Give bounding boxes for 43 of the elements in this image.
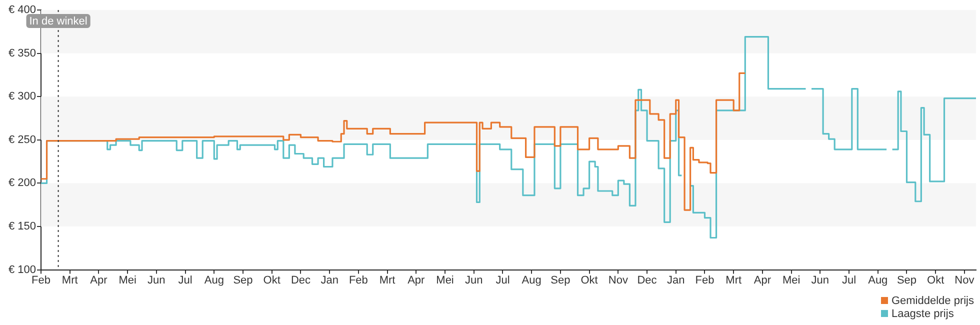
y-tick-label: € 300: [8, 90, 36, 103]
legend-label: Laagste prijs: [891, 308, 954, 320]
x-tick-label: Apr: [90, 274, 108, 286]
x-tick-label: Sep: [550, 274, 570, 286]
x-tick-label: Mei: [118, 274, 136, 286]
x-tick-label: Sep: [896, 274, 917, 286]
y-tick-label: € 150: [8, 220, 36, 233]
x-tick-label: Mei: [436, 274, 454, 286]
x-tick-label: Feb: [348, 274, 368, 286]
x-tick-label: Jul: [842, 274, 856, 286]
x-tick-label: Okt: [927, 274, 944, 286]
x-tick-label: Mrt: [62, 274, 78, 286]
x-tick-label: Aug: [868, 274, 888, 286]
x-tick-label: Apr: [754, 274, 772, 286]
y-tick-label: € 400: [8, 4, 36, 16]
y-tick-label: € 250: [8, 134, 36, 146]
x-tick-label: Jul: [178, 274, 192, 286]
x-tick-label: Apr: [408, 274, 426, 286]
x-tick-label: Jan: [320, 274, 338, 286]
legend-label: Gemiddelde prijs: [891, 295, 974, 307]
x-tick-label: Okt: [580, 274, 598, 286]
x-tick-label: Jun: [811, 274, 830, 286]
x-tick-label: Nov: [608, 274, 628, 286]
x-tick-label: Nov: [954, 274, 975, 286]
y-tick-label: € 350: [8, 47, 36, 60]
y-tick-label: € 100: [8, 264, 36, 276]
annotation: In de winkel: [29, 16, 88, 28]
x-tick-label: Mei: [782, 274, 800, 286]
x-tick-label: Dec: [290, 274, 312, 286]
x-tick-label: Aug: [204, 274, 224, 286]
x-tick-label: Okt: [263, 274, 280, 286]
y-tick-label: € 200: [8, 177, 36, 190]
x-tick-label: Feb: [695, 274, 714, 286]
x-tick-label: Feb: [32, 274, 50, 286]
x-tick-label: Mrt: [726, 274, 742, 286]
x-tick-label: Jul: [496, 274, 510, 286]
x-tick-label: Mrt: [379, 274, 396, 286]
x-tick-label: Dec: [637, 274, 658, 286]
x-tick-label: Sep: [233, 274, 253, 286]
x-tick-label: Aug: [522, 274, 542, 286]
x-tick-label: Jan: [667, 274, 685, 286]
x-tick-label: Jun: [148, 274, 166, 286]
x-tick-label: Jun: [464, 274, 483, 286]
